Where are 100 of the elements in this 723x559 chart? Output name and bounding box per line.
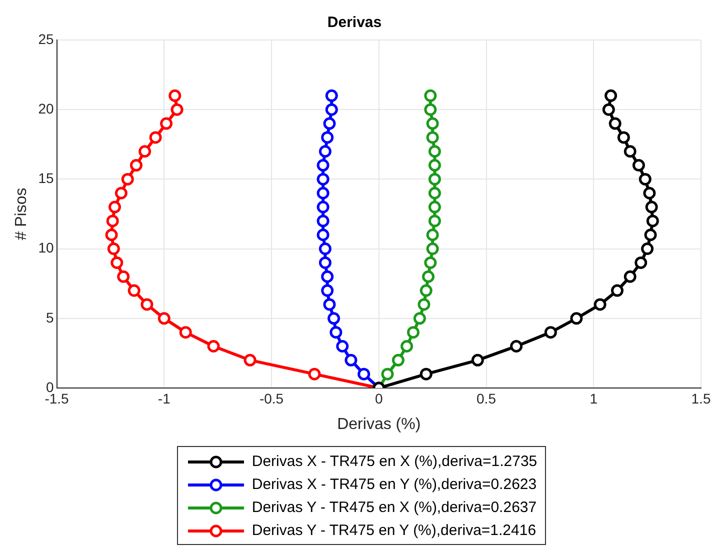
y-tick-label: 20 [38,100,54,116]
legend-label: Derivas Y - TR475 en X (%),deriva=0.2637 [252,499,537,516]
point [544,326,557,339]
point [420,284,432,297]
point [420,368,432,380]
y-tick-label: 25 [38,30,54,47]
point [336,340,349,352]
point [643,186,656,200]
point [110,256,124,269]
legend-label: Derivas X - TR475 en Y (%),deriva=0.2623 [252,476,537,493]
point [638,172,652,186]
point [426,117,439,130]
point [244,354,256,366]
y-tick-label: 10 [38,240,54,256]
point [316,186,330,200]
y-tick-label: 15 [38,170,54,186]
point [130,159,142,172]
point [128,284,140,297]
point [321,284,334,297]
point [634,256,648,269]
point [316,228,330,242]
point [325,103,338,116]
point [428,172,441,186]
x-tick-label: 0 [374,390,383,406]
point [608,117,622,130]
point [413,312,426,325]
y-tick-label: 0 [46,378,54,395]
point [617,131,630,144]
point [424,256,437,269]
point [358,368,370,380]
point [570,312,583,325]
chart-title: Derivas [327,14,382,32]
point [428,214,441,228]
point [117,270,130,283]
point [646,214,659,228]
point [168,89,182,102]
point [641,242,654,256]
point [426,131,439,144]
point [114,186,128,200]
point [170,103,184,116]
point [424,89,437,102]
point [624,270,636,283]
x-tick-label: 1.5 [691,390,711,406]
point [325,89,338,102]
point [316,159,330,172]
point [428,200,441,214]
y-axis-title: # Pisos [13,188,30,240]
point [624,145,636,158]
point [428,159,441,172]
y-tick-label: 5 [46,309,54,326]
point [426,228,439,242]
x-tick-label: -1 [158,390,171,406]
point [149,131,162,144]
point [316,172,330,186]
point [179,326,192,339]
point [318,242,332,256]
point [428,186,441,200]
point [318,145,332,158]
point [400,340,414,352]
point [611,284,624,297]
point [632,159,645,172]
x-tick-label: 0.5 [476,390,496,406]
point [594,298,606,311]
point [602,103,615,116]
x-tick-label: -0.5 [259,390,284,406]
point [308,368,321,380]
point [344,354,358,366]
point [138,145,152,158]
point [381,368,394,380]
point [318,256,332,269]
x-tick-label: 1 [590,390,598,406]
point [645,200,658,214]
point [121,172,134,186]
point [105,228,118,242]
point [471,354,484,366]
point [328,312,340,325]
point [321,131,334,144]
point [424,103,437,116]
point [426,242,439,256]
point [140,298,154,311]
point [406,326,420,339]
point [107,242,120,256]
point [207,340,220,352]
point [330,326,342,339]
point [422,270,435,283]
point [604,89,618,102]
point [418,298,430,311]
point [323,117,336,130]
legend-label: Derivas Y - TR475 en Y (%),deriva=1.2416 [252,522,536,539]
point [510,340,523,352]
x-axis-title: Derivas (%) [337,416,421,433]
point [392,354,404,366]
point [108,200,122,214]
point [644,228,657,242]
point [316,200,330,214]
point [160,117,173,130]
point [316,214,330,228]
point [321,270,334,283]
point [106,214,119,228]
point [158,312,170,325]
